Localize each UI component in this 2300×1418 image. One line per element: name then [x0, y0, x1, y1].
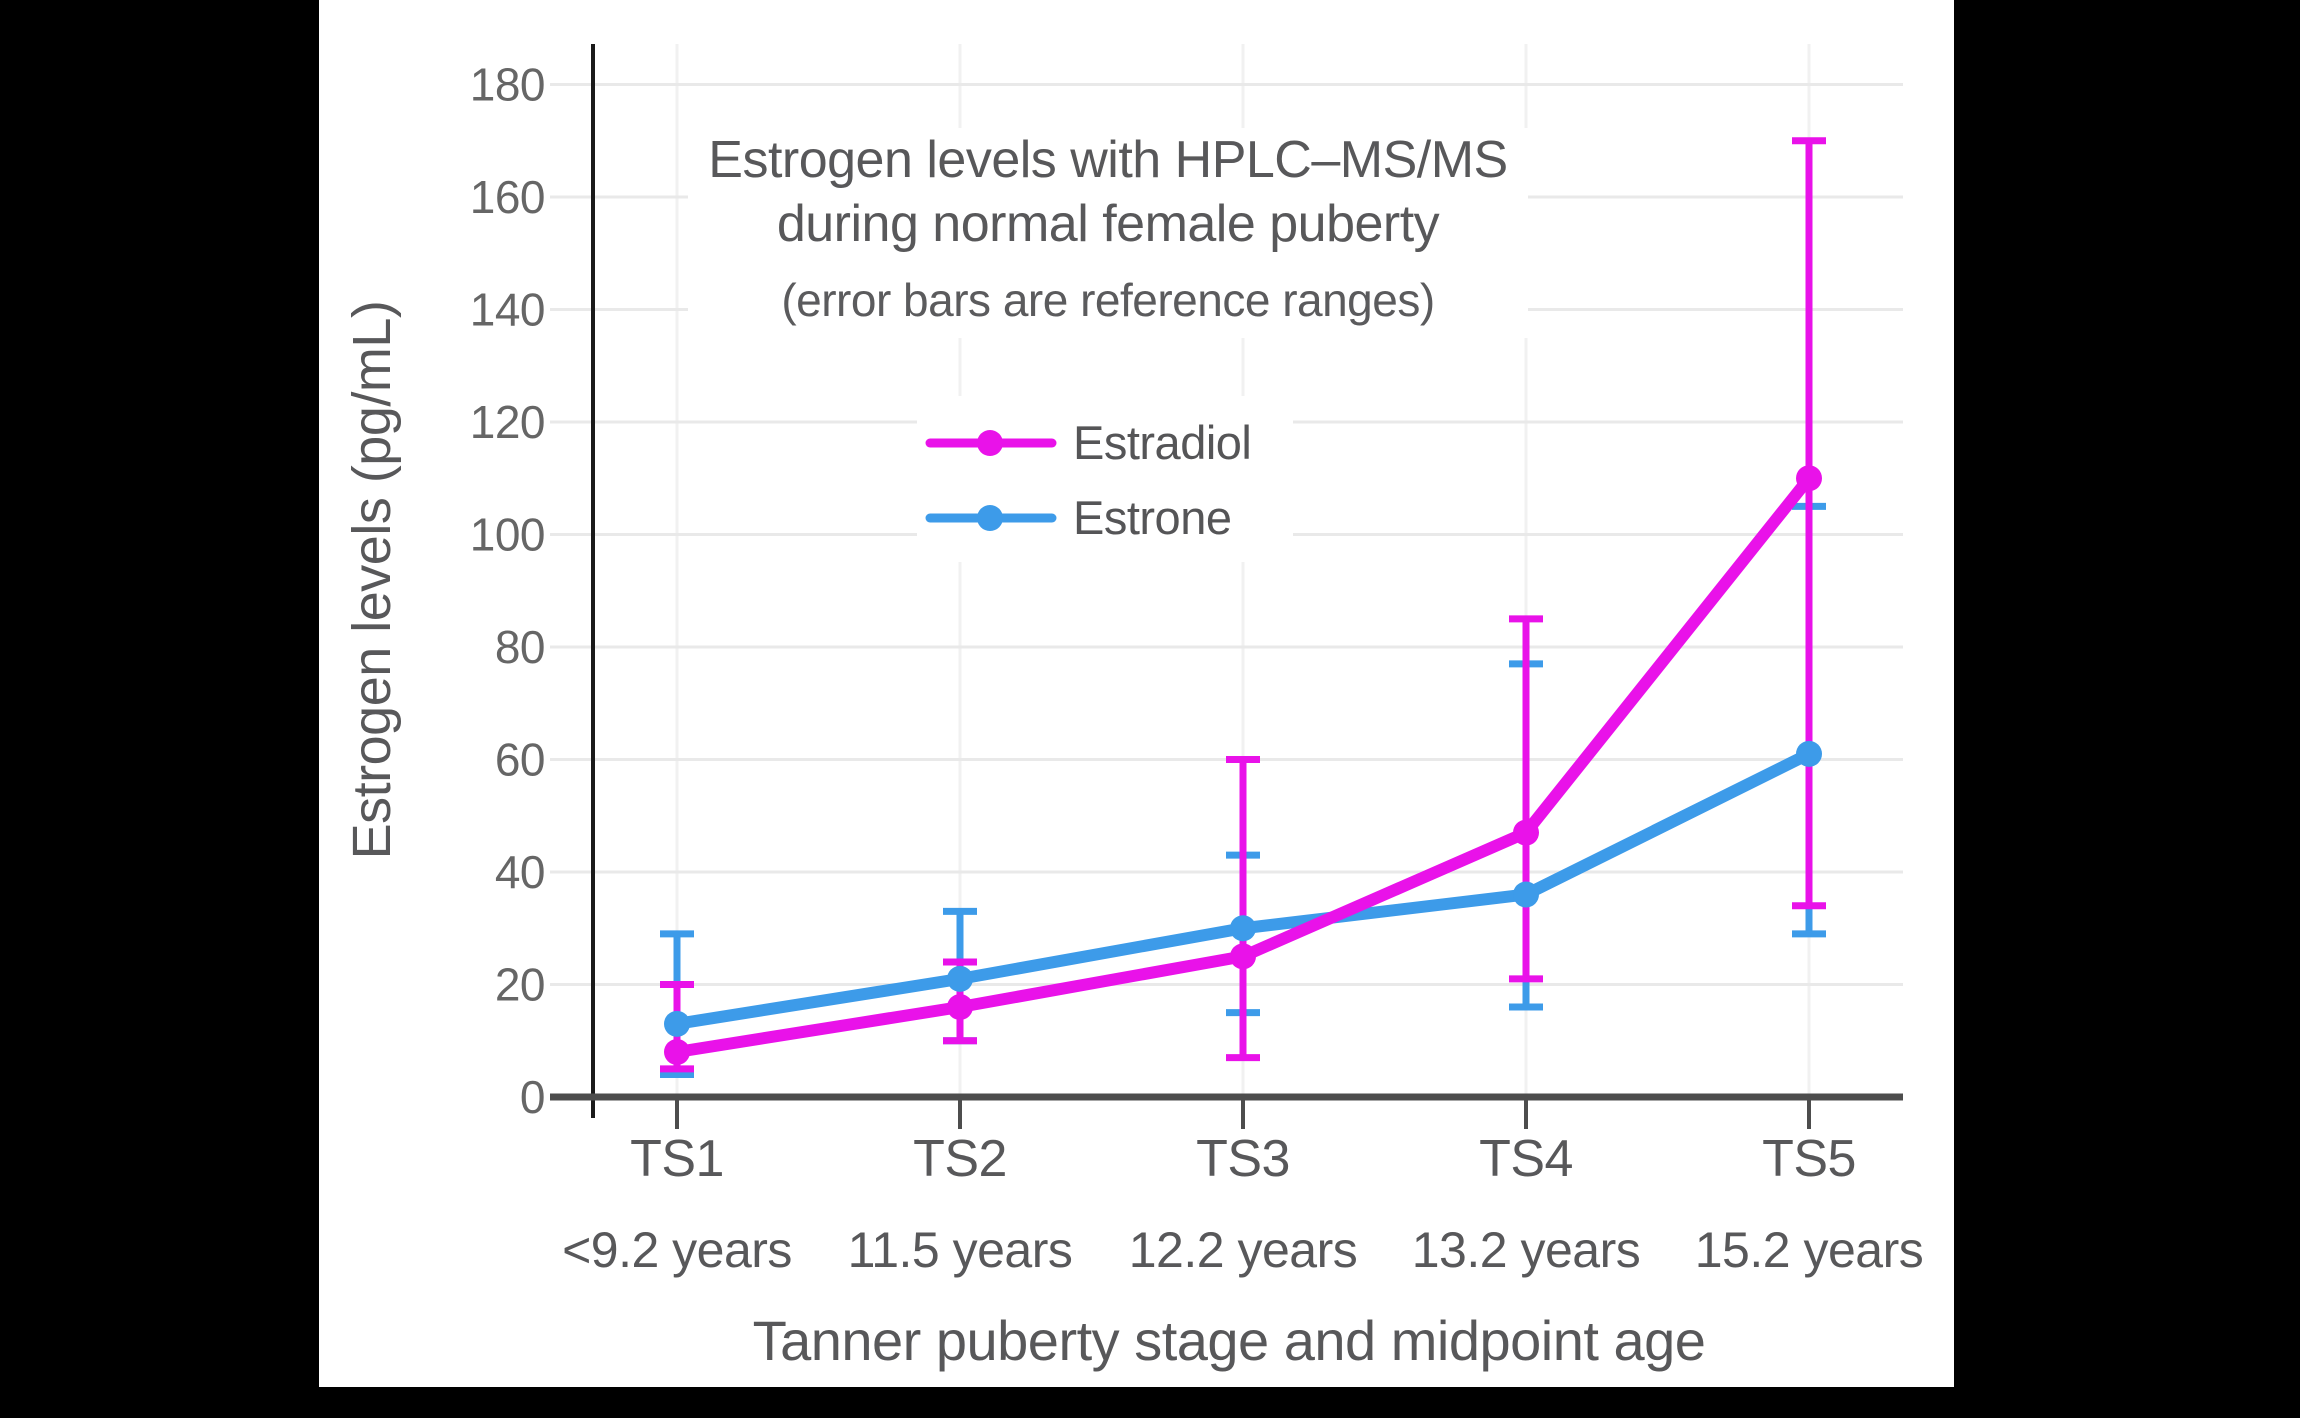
- y-tick-label: 160: [470, 171, 545, 223]
- y-tick-label: 100: [470, 509, 545, 561]
- y-tick-label: 20: [495, 959, 545, 1011]
- y-tick-label: 180: [470, 59, 545, 111]
- age-label: 12.2 years: [1129, 1222, 1357, 1278]
- chart-canvas: 0 20 40 60 80 100 120 140 160 180 Estradiol Estrone…: [319, 0, 1954, 1387]
- category-label: TS5: [1762, 1130, 1856, 1188]
- legend-estrone-label: Estrone: [1073, 491, 1231, 544]
- estradiol-point: [947, 994, 973, 1020]
- legend-estradiol-marker: [977, 430, 1003, 456]
- y-axis-title: Estrogen levels (pg/mL): [342, 300, 402, 860]
- estrone-point: [664, 1010, 690, 1037]
- age-label: <9.2 years: [562, 1222, 792, 1278]
- category-label: TS4: [1479, 1130, 1573, 1188]
- estradiol-point: [1230, 943, 1256, 970]
- chart-title-line2: during normal female puberty: [776, 195, 1440, 253]
- estradiol-point: [1796, 465, 1822, 492]
- legend-estradiol-label: Estradiol: [1073, 416, 1251, 469]
- y-tick-label: 60: [495, 734, 545, 786]
- estrone-point: [947, 965, 973, 992]
- legend-background: [917, 396, 1293, 562]
- y-tick-label: 0: [520, 1071, 545, 1123]
- chart-subtitle: (error bars are reference ranges): [781, 274, 1435, 326]
- y-tick-label: 80: [495, 621, 545, 673]
- y-tick-label: 40: [495, 846, 545, 898]
- category-label: TS2: [913, 1130, 1007, 1188]
- category-label: TS3: [1196, 1130, 1290, 1188]
- estradiol-point: [1513, 819, 1539, 846]
- legend-estrone-marker: [977, 505, 1003, 531]
- y-tick-label: 120: [470, 396, 545, 448]
- chart-svg: 0 20 40 60 80 100 120 140 160 180 Estradiol Estrone…: [470, 44, 1924, 1278]
- estrone-point: [1796, 740, 1822, 767]
- y-tick-label: 140: [470, 284, 545, 336]
- estrone-point: [1230, 915, 1256, 942]
- estradiol-point: [664, 1039, 690, 1065]
- age-label: 13.2 years: [1412, 1222, 1640, 1278]
- category-label: TS1: [630, 1130, 724, 1188]
- age-label: 15.2 years: [1695, 1222, 1923, 1278]
- chart-title-block: Estrogen levels with HPLC–MS/MS during n…: [688, 128, 1528, 338]
- age-label: 11.5 years: [848, 1222, 1073, 1278]
- estrone-point: [1513, 881, 1539, 908]
- chart-title-line1: Estrogen levels with HPLC–MS/MS: [708, 131, 1508, 189]
- x-axis-title: Tanner puberty stage and midpoint age: [752, 1309, 1706, 1372]
